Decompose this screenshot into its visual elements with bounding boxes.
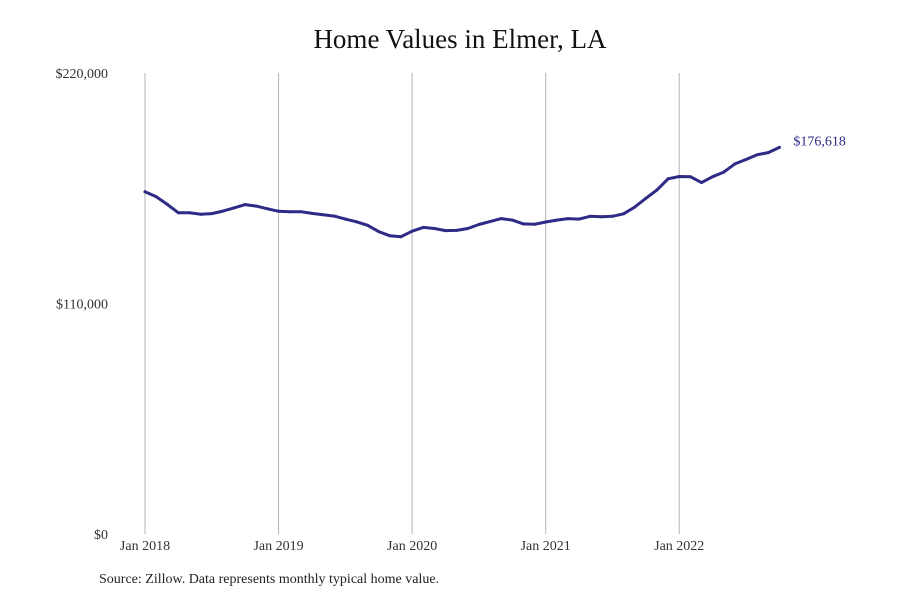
data-point [655,188,659,192]
data-point [488,220,492,224]
data-point [221,209,225,213]
data-point [744,158,748,161]
data-point [544,220,548,224]
data-point [777,145,781,149]
data-point [432,227,436,230]
data-point [577,217,581,221]
data-point [232,206,236,210]
data-point [188,211,191,215]
x-tick-label: Jan 2020 [387,539,437,554]
end-value-label: $176,618 [793,134,846,149]
data-point [455,228,459,232]
data-point [310,211,314,215]
data-point [288,210,292,214]
data-point [388,234,392,238]
data-point [210,212,214,216]
data-point [377,230,381,234]
data-point [265,207,269,211]
source-note: Source: Zillow. Data represents monthly … [99,572,440,587]
data-point [566,217,570,221]
data-point [243,203,247,207]
data-point [666,177,670,181]
y-tick-label: $220,000 [56,67,109,82]
data-point [343,217,347,221]
data-point [510,218,514,222]
grid-lines [144,73,680,534]
data-point [199,212,203,216]
data-point [332,214,336,218]
data-point [176,211,180,215]
x-tick-label: Jan 2019 [253,539,303,554]
data-point [521,222,525,226]
data-point [622,212,626,216]
data-point [321,213,325,217]
data-point [254,204,258,208]
data-point [766,151,770,155]
y-tick-label: $0 [94,528,108,543]
x-tick-label: Jan 2021 [521,539,571,554]
data-point [733,162,737,166]
data-point [611,214,614,218]
data-point [555,218,559,222]
data-point [277,209,281,213]
data-point [299,210,303,214]
data-point [588,214,592,218]
data-point [366,223,370,227]
data-point [154,195,158,199]
data-point [355,220,358,224]
data-point [722,170,726,174]
data-point [688,175,692,179]
data-point [599,215,603,219]
series-layer: $176,618 [143,134,846,239]
data-point [399,235,403,239]
tick-labels: Jan 2018 Jan 2019 Jan 2020 Jan 2021 Jan 2022… [56,67,705,554]
data-point [533,222,536,226]
data-point [677,175,681,178]
data-point [410,229,414,233]
data-point [700,181,703,185]
data-point [477,223,481,226]
data-point [499,217,503,221]
x-tick-label: Jan 2022 [654,539,704,554]
series-line [143,145,781,239]
data-point [644,196,648,200]
x-tick-label: Jan 2018 [120,539,170,554]
data-point [143,190,147,194]
data-point [633,205,637,209]
data-point [711,175,715,179]
data-point [444,229,447,233]
y-tick-label: $110,000 [56,298,108,313]
data-point [755,153,759,157]
chart-title: Home Values in Elmer, LA [313,24,607,54]
data-point [165,202,169,206]
data-point [421,225,425,229]
data-point [466,227,470,230]
